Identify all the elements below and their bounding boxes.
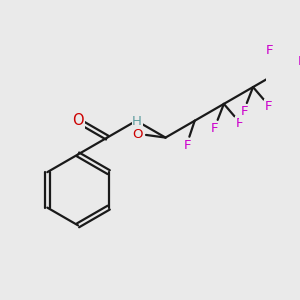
Text: O: O — [72, 113, 84, 128]
Text: F: F — [240, 105, 248, 119]
Text: F: F — [184, 139, 191, 152]
Text: H: H — [132, 115, 142, 128]
Text: F: F — [266, 44, 274, 57]
Text: F: F — [211, 122, 219, 135]
Text: O: O — [132, 128, 142, 141]
Text: F: F — [265, 100, 273, 113]
Text: F: F — [236, 117, 244, 130]
Text: F: F — [298, 55, 300, 68]
